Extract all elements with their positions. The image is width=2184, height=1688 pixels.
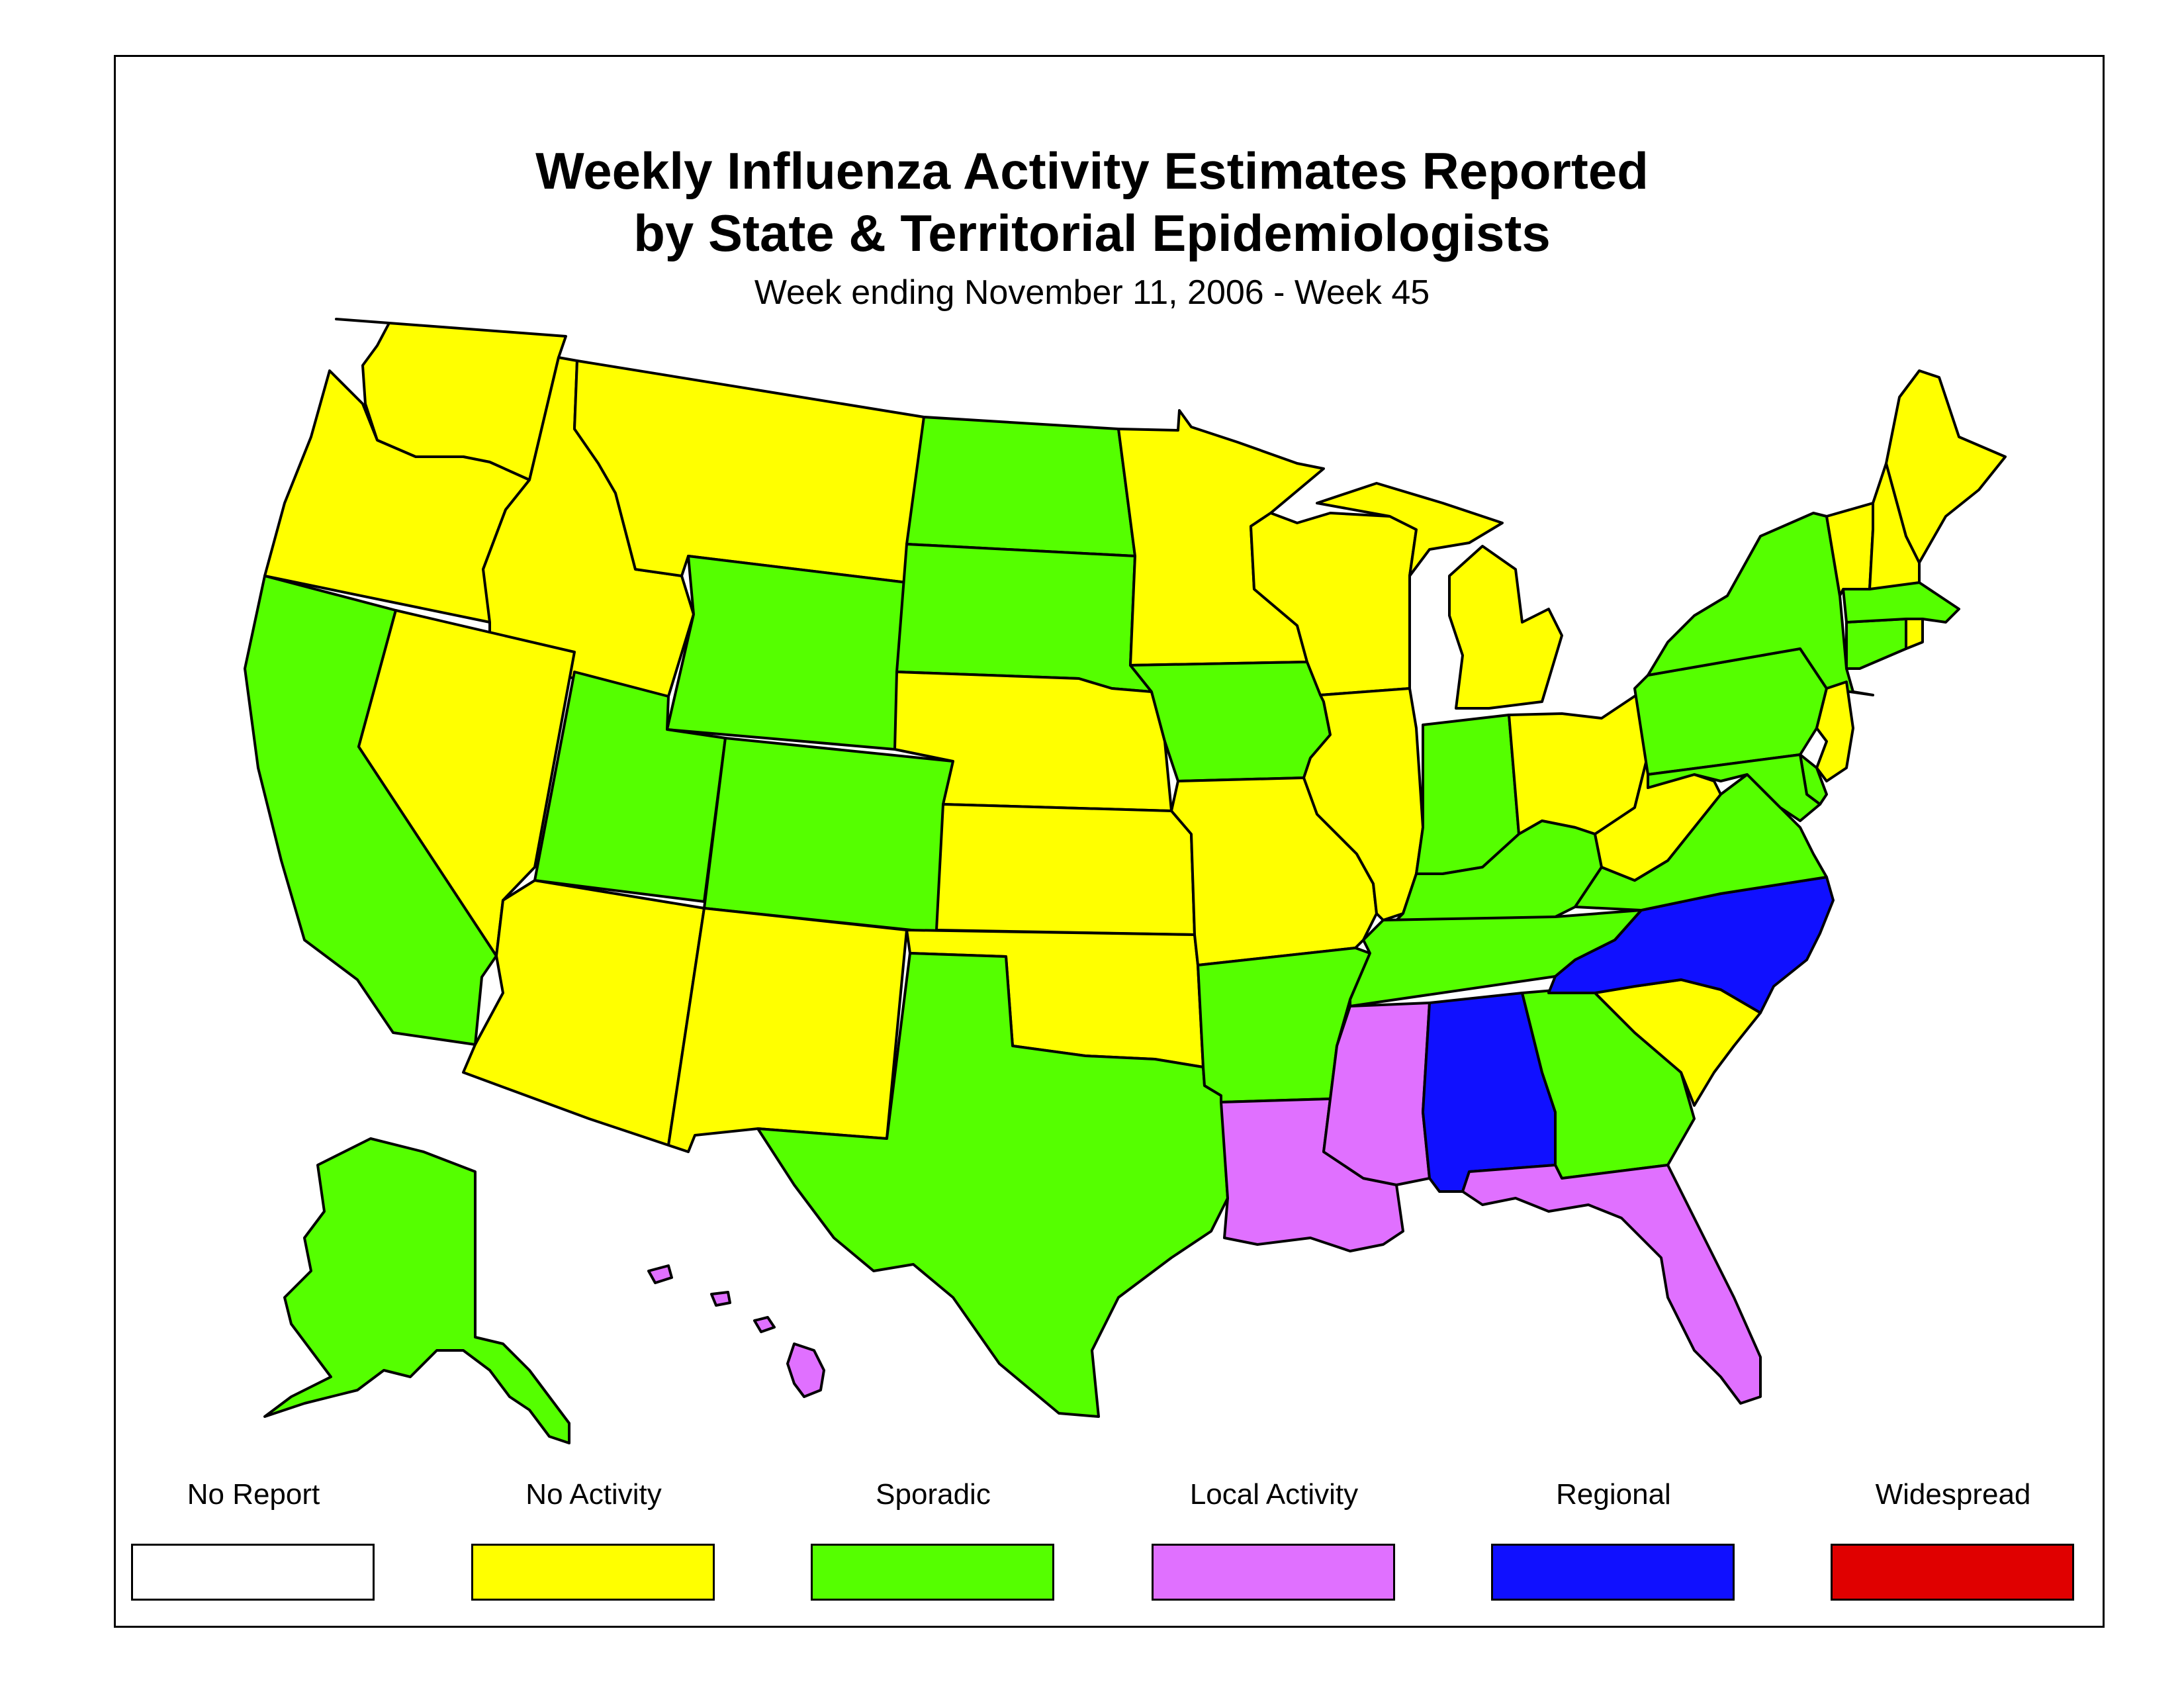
legend-no-report: No Report xyxy=(131,1476,376,1601)
state-maine xyxy=(1885,369,2007,564)
state-connecticut xyxy=(1845,618,1907,670)
state-maryland xyxy=(1647,753,1821,822)
legend-label: Regional xyxy=(1556,1478,1671,1511)
legend-no-activity: No Activity xyxy=(471,1476,716,1601)
legend-sporadic: Sporadic xyxy=(811,1476,1056,1601)
state-north-dakota xyxy=(905,416,1136,557)
legend-swatch xyxy=(471,1544,715,1601)
state-south-dakota xyxy=(895,543,1153,693)
legend-label: No Activity xyxy=(525,1478,662,1511)
legend-widespread: Widespread xyxy=(1831,1476,2075,1601)
legend-label: Widespread xyxy=(1875,1478,2031,1511)
state-florida xyxy=(1461,1164,1762,1405)
legend-swatch xyxy=(1831,1544,2074,1601)
state-new-mexico xyxy=(667,907,908,1153)
state-colorado xyxy=(703,737,954,935)
legend-swatch xyxy=(131,1544,375,1601)
state-wisconsin xyxy=(1250,512,1418,696)
legend-label: Local Activity xyxy=(1189,1478,1359,1511)
map-subtitle: Week ending November 11, 2006 - Week 45 xyxy=(754,273,1430,312)
state-wyoming xyxy=(666,555,908,751)
map-title-line-2: by State & Territorial Epidemiologists xyxy=(633,204,1551,262)
legend-swatch xyxy=(811,1544,1054,1601)
legend-label: No Report xyxy=(187,1478,320,1511)
legend-label: Sporadic xyxy=(876,1478,991,1511)
state-nebraska xyxy=(893,671,1173,812)
map-title-line-1: Weekly Influenza Activity Estimates Repo… xyxy=(535,142,1649,200)
map-frame xyxy=(114,55,2105,1628)
state-rhode-island xyxy=(1905,618,1924,650)
state-massachusetts xyxy=(1842,581,1960,624)
state-alaska xyxy=(263,1137,570,1444)
state-hawaii xyxy=(647,1264,825,1398)
state-arizona xyxy=(462,879,705,1147)
state-new-jersey xyxy=(1815,680,1854,782)
state-kansas xyxy=(935,803,1196,936)
legend-regional: Regional xyxy=(1491,1476,1736,1601)
state-michigan xyxy=(1316,482,1563,710)
state-illinois xyxy=(1302,687,1424,921)
legend-swatch xyxy=(1491,1544,1735,1601)
legend-local-activity: Local Activity xyxy=(1152,1476,1396,1601)
state-north-carolina xyxy=(1547,876,1835,1014)
state-texas xyxy=(756,952,1229,1418)
legend-swatch xyxy=(1152,1544,1395,1601)
